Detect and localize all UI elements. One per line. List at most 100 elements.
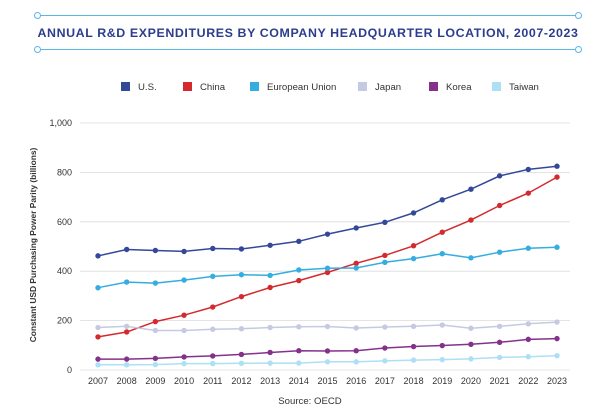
x-tick-label: 2010: [174, 376, 194, 386]
data-point: [468, 356, 474, 362]
data-point: [123, 323, 130, 329]
data-point: [439, 342, 445, 349]
y-tick-label: 0: [67, 365, 72, 375]
data-point: [353, 359, 359, 365]
data-point: [324, 231, 331, 237]
data-point: [152, 247, 159, 254]
data-point: [181, 248, 187, 255]
x-tick-label: 2018: [404, 376, 424, 386]
data-point: [238, 271, 245, 278]
data-point: [410, 210, 417, 216]
data-point: [123, 329, 130, 335]
data-point: [296, 277, 302, 284]
data-point: [439, 229, 445, 235]
data-point: [496, 339, 503, 346]
x-tick-label: 2016: [346, 376, 366, 386]
x-tick-label: 2023: [547, 376, 567, 386]
data-point: [525, 353, 532, 360]
data-point: [123, 246, 130, 253]
y-tick-label: 600: [57, 217, 72, 227]
legend-item: Korea: [429, 82, 472, 93]
title-rule-top-left-dot: [34, 12, 41, 19]
data-point: [95, 324, 101, 331]
data-point: [238, 326, 245, 332]
data-point: [382, 358, 388, 364]
x-tick-label: 2015: [317, 376, 337, 386]
y-tick-label: 400: [57, 266, 72, 276]
data-point: [496, 354, 503, 361]
y-tick-label: 800: [57, 167, 72, 177]
series-line: [97, 176, 558, 338]
data-point: [181, 327, 187, 334]
title-rule-top: [40, 15, 576, 16]
data-point: [353, 348, 359, 354]
title-rule-bottom-left-dot: [34, 46, 41, 53]
legend-item: European Union: [250, 82, 336, 93]
data-point: [382, 345, 388, 351]
data-point: [496, 173, 503, 179]
data-point: [353, 265, 359, 271]
data-point: [525, 190, 532, 196]
data-point: [267, 360, 273, 366]
data-point: [439, 356, 445, 363]
series-group: [95, 163, 560, 259]
legend-item: Japan: [358, 82, 401, 93]
data-point: [95, 334, 101, 340]
series-group: [95, 174, 560, 340]
x-tick-label: 2013: [260, 376, 280, 386]
data-point: [210, 304, 216, 310]
data-point: [554, 352, 560, 359]
data-point: [554, 163, 560, 169]
data-point: [324, 323, 331, 330]
legend-label: European Union: [267, 82, 336, 93]
data-point: [181, 354, 187, 360]
gridlines: [80, 122, 570, 371]
data-point: [296, 267, 302, 273]
data-point: [95, 356, 101, 362]
data-point: [267, 324, 273, 331]
data-point: [554, 174, 560, 180]
data-point: [382, 324, 388, 330]
data-point: [410, 243, 417, 249]
x-tick-label: 2008: [117, 376, 137, 386]
data-point: [439, 250, 445, 257]
data-point: [210, 326, 216, 332]
data-point: [210, 360, 216, 367]
data-point: [238, 246, 245, 252]
data-point: [152, 327, 159, 334]
data-point: [267, 349, 273, 356]
data-point: [238, 293, 245, 300]
data-point: [554, 244, 560, 250]
x-tick-label: 2011: [203, 376, 222, 386]
data-point: [95, 285, 101, 291]
x-axis: 2007 2008 2009 2010 2011 2012 2013 2014 2015 2016…: [88, 376, 567, 386]
data-point: [267, 272, 273, 279]
data-point: [238, 351, 245, 358]
data-point: [210, 245, 216, 252]
data-point: [324, 348, 331, 354]
series-group: [95, 335, 560, 362]
legend-label: Taiwan: [509, 82, 539, 93]
legend-item: U.S.: [121, 82, 157, 93]
data-point: [439, 322, 445, 328]
data-point: [382, 252, 388, 259]
series-group: [95, 319, 560, 334]
data-point: [439, 197, 445, 203]
x-tick-label: 2017: [375, 376, 395, 386]
legend-item: China: [183, 82, 226, 93]
legend-swatch: [358, 82, 367, 91]
data-point: [410, 343, 417, 350]
data-point: [410, 357, 417, 363]
y-tick-label: 200: [57, 316, 72, 326]
series-lines: [95, 163, 560, 368]
source-note: Source: OECD: [278, 396, 342, 407]
data-point: [353, 225, 359, 231]
x-tick-label: 2014: [289, 376, 309, 386]
data-point: [267, 242, 273, 248]
data-point: [468, 325, 474, 331]
data-point: [496, 323, 503, 329]
data-point: [554, 319, 560, 325]
y-tick-label: 1,000: [49, 118, 72, 128]
data-point: [296, 348, 302, 354]
legend-item: Taiwan: [492, 82, 539, 93]
